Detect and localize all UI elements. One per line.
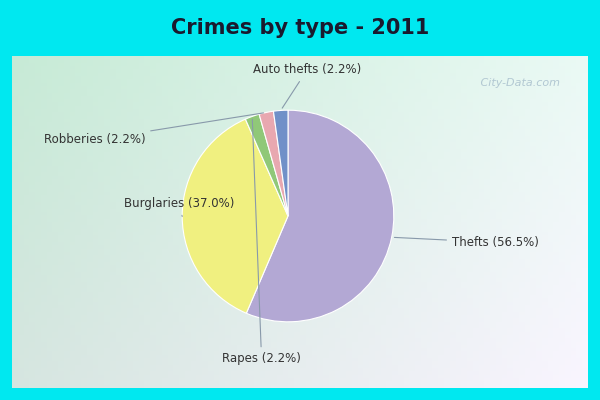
Text: Auto thefts (2.2%): Auto thefts (2.2%) bbox=[253, 64, 361, 108]
Wedge shape bbox=[245, 114, 288, 216]
Wedge shape bbox=[259, 111, 288, 216]
Text: City-Data.com: City-Data.com bbox=[478, 78, 560, 88]
Text: Rapes (2.2%): Rapes (2.2%) bbox=[222, 119, 301, 365]
Text: Robberies (2.2%): Robberies (2.2%) bbox=[44, 113, 263, 146]
Wedge shape bbox=[247, 110, 394, 322]
Text: Thefts (56.5%): Thefts (56.5%) bbox=[394, 236, 539, 249]
Wedge shape bbox=[274, 110, 288, 216]
Text: Crimes by type - 2011: Crimes by type - 2011 bbox=[171, 18, 429, 38]
Wedge shape bbox=[182, 119, 288, 313]
Text: Burglaries (37.0%): Burglaries (37.0%) bbox=[124, 197, 235, 216]
